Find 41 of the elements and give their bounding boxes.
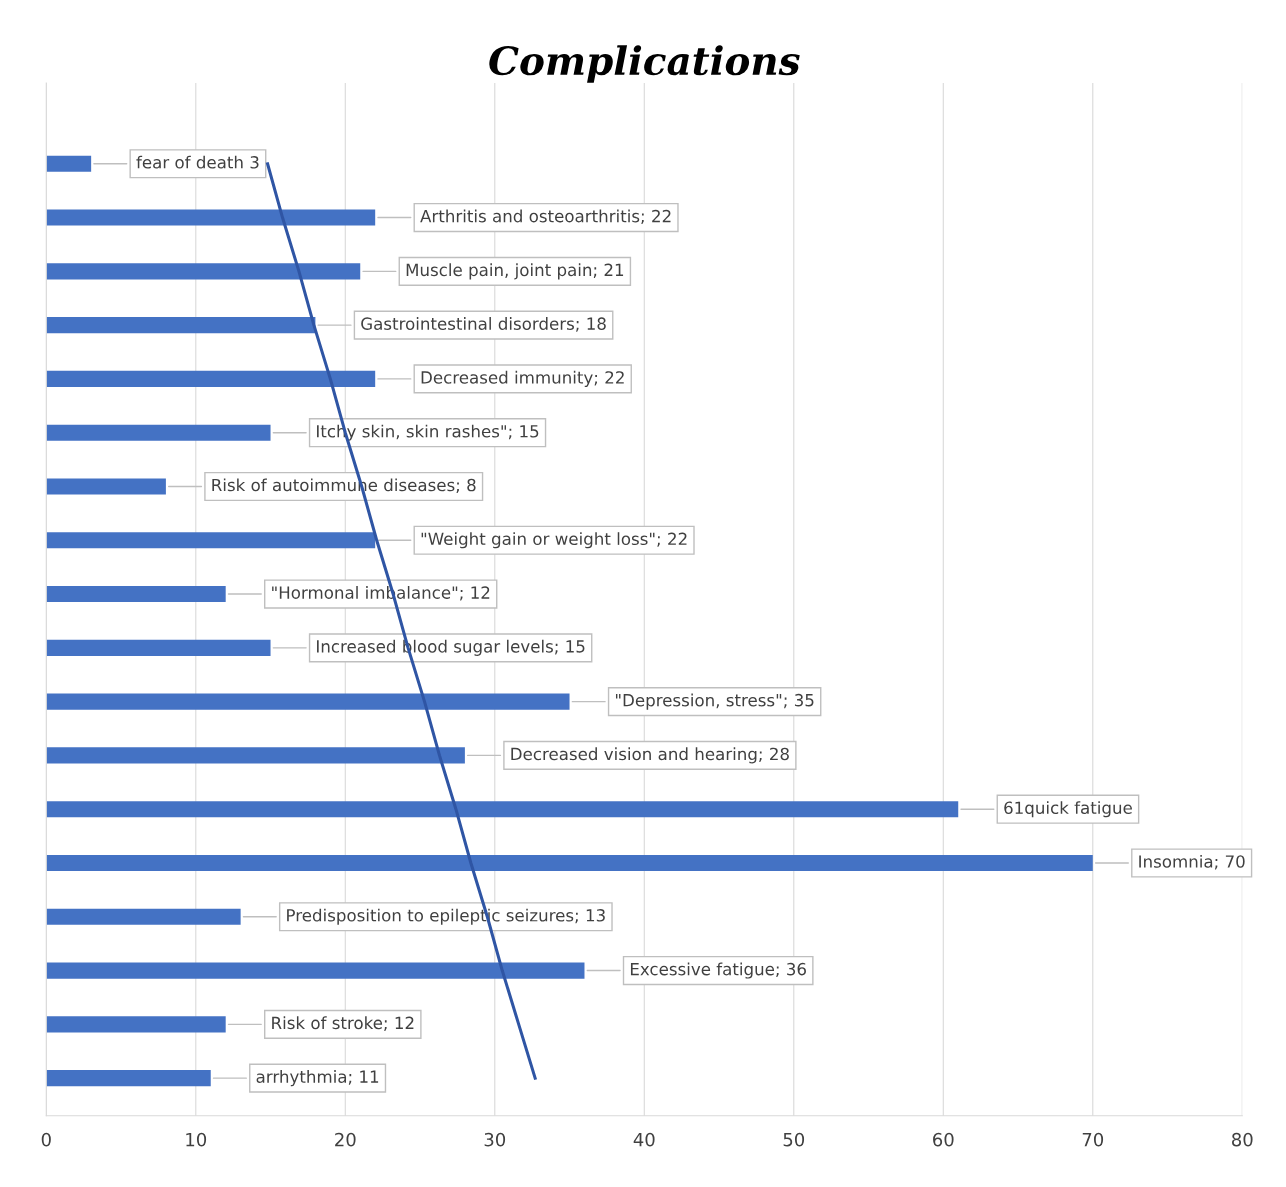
x-tick-label: 0 — [41, 1132, 51, 1147]
data-label: fear of death 3 — [136, 155, 259, 169]
bar — [46, 424, 271, 441]
data-label: Insomnia; 70 — [1139, 854, 1245, 870]
data-label: Gastrointestinal disorders; 18 — [361, 317, 606, 332]
data-label: arrhythmia; 11 — [256, 1070, 379, 1087]
bar — [46, 263, 361, 280]
data-label: "Depression, stress"; 35 — [615, 693, 814, 710]
bar — [46, 585, 226, 603]
x-tick-label: 10 — [186, 1132, 207, 1147]
bar — [46, 478, 166, 495]
bar — [46, 155, 92, 172]
x-tick-label: 60 — [933, 1132, 954, 1147]
chart-title: Complications — [489, 45, 800, 83]
bar — [46, 1016, 226, 1033]
bar — [46, 908, 241, 925]
data-label: Decreased immunity; 22 — [421, 370, 624, 387]
data-label: Risk of stroke; 12 — [272, 1016, 414, 1031]
data-label: "Weight gain or weight loss"; 22 — [421, 532, 687, 549]
bar — [46, 370, 376, 387]
x-tick-label: 30 — [484, 1132, 506, 1147]
x-tick-label: 80 — [1232, 1132, 1253, 1147]
bar — [46, 1070, 211, 1087]
x-tick-label: 50 — [783, 1132, 805, 1147]
bar — [46, 693, 570, 710]
data-label: Arthritis and osteoarthritis; 22 — [420, 209, 671, 225]
bar — [46, 209, 376, 226]
bar — [46, 801, 959, 818]
bar — [46, 854, 1093, 872]
x-tick-label: 20 — [335, 1132, 356, 1147]
data-label: Muscle pain, joint pain; 21 — [406, 263, 624, 280]
x-tick-label: 40 — [633, 1132, 655, 1147]
x-tick-label: 70 — [1082, 1132, 1104, 1147]
data-label: 61quick fatigue — [1004, 801, 1132, 818]
bar — [46, 747, 465, 764]
bar — [46, 962, 585, 979]
bar — [46, 317, 316, 334]
bar — [46, 639, 271, 656]
data-label: Excessive fatigue; 36 — [630, 962, 806, 979]
bar — [46, 532, 376, 549]
data-label: Decreased vision and hearing; 28 — [511, 747, 789, 764]
